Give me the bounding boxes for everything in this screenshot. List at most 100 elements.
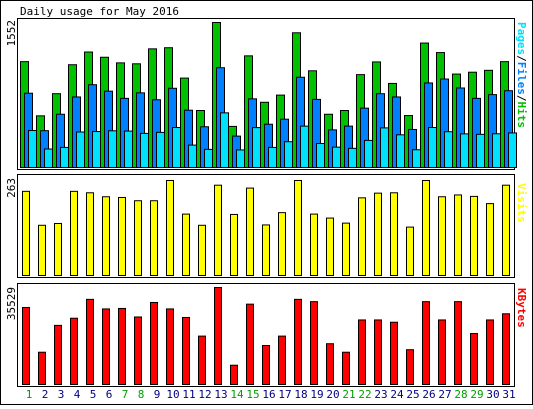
- kbytes-bar-day-20: [326, 343, 334, 386]
- pages-bar-day-4: [76, 131, 85, 168]
- legend-sep-1: /: [515, 55, 528, 62]
- x-tick-label-day-16: 16: [262, 388, 275, 401]
- x-tick-label-day-10: 10: [166, 388, 179, 401]
- pages-bar-day-11: [188, 144, 197, 168]
- x-tick-label-day-20: 20: [326, 388, 339, 401]
- chart-bars: [20, 22, 517, 386]
- visits-bar-day-1: [22, 190, 30, 276]
- visits-bar-day-26: [422, 180, 430, 276]
- kbytes-bar-day-5: [86, 298, 94, 385]
- x-tick-label-day-13: 13: [214, 388, 227, 401]
- visits-bar-day-4: [70, 190, 78, 276]
- chart-title: Daily usage for May 2016: [20, 5, 179, 18]
- visits-bar-day-6: [102, 196, 110, 276]
- legend-pages: Pages: [515, 22, 528, 55]
- x-tick-label-day-2: 2: [42, 388, 49, 401]
- kbytes-max-label: 35529: [5, 287, 18, 320]
- x-tick-label-day-8: 8: [138, 388, 145, 401]
- pages-bar-day-27: [444, 131, 453, 168]
- visits-bar-day-29: [470, 195, 478, 276]
- pages-bar-day-9: [156, 131, 165, 169]
- x-tick-label-day-4: 4: [74, 388, 81, 401]
- visits-bar-day-19: [310, 213, 318, 276]
- kbytes-bar-day-28: [454, 301, 462, 385]
- kbytes-bar-day-10: [166, 308, 174, 386]
- x-tick-label-day-25: 25: [406, 388, 419, 401]
- pages-bar-day-5: [92, 131, 101, 169]
- x-tick-label-day-23: 23: [374, 388, 387, 401]
- pages-bar-day-24: [396, 134, 405, 169]
- legend-hits: Hits: [515, 102, 528, 129]
- kbytes-bar-day-6: [102, 308, 110, 386]
- pages-bar-day-22: [364, 139, 373, 169]
- kbytes-bar-day-23: [374, 319, 382, 386]
- visits-bar-day-8: [134, 200, 142, 276]
- visits-bar-day-10: [166, 180, 174, 276]
- visits-bar-day-30: [486, 203, 494, 276]
- kbytes-bar-day-16: [262, 345, 270, 386]
- x-axis-day-labels: 1 2 3 4 5 6 7 8 9 10 11 12 13 14 15 16 17 18 19 20 21 22 23 24 2…: [26, 388, 516, 401]
- x-tick-label-day-3: 3: [58, 388, 65, 401]
- kbytes-bar-day-14: [230, 364, 238, 385]
- kbytes-bar-day-17: [278, 335, 286, 385]
- kbytes-bar-day-29: [470, 333, 478, 386]
- kbytes-bar-day-3: [54, 324, 62, 385]
- visits-bar-day-18: [294, 180, 302, 276]
- visits-bar-day-21: [342, 222, 350, 277]
- visits-bar-day-15: [246, 187, 254, 277]
- visits-bar-day-16: [262, 224, 270, 276]
- x-tick-label-day-19: 19: [310, 388, 323, 401]
- kbytes-bar-day-22: [358, 319, 366, 386]
- pages-bar-day-14: [236, 149, 245, 168]
- kbytes-legend: KBytes: [515, 288, 528, 328]
- hits-legend: Pages/Files/Hits: [515, 22, 528, 128]
- kbytes-bar-day-4: [70, 317, 78, 385]
- pages-bar-day-31: [508, 132, 517, 168]
- visits-bar-day-24: [390, 192, 398, 276]
- x-tick-label-day-17: 17: [278, 388, 291, 401]
- pages-bar-day-10: [172, 127, 181, 168]
- pages-bar-day-18: [300, 125, 309, 168]
- x-tick-label-day-9: 9: [154, 388, 161, 401]
- legend-files: Files: [515, 62, 528, 95]
- kbytes-bar-day-27: [438, 319, 446, 386]
- kbytes-bar-day-2: [38, 351, 46, 385]
- visits-bar-day-28: [454, 194, 462, 276]
- pages-bar-day-8: [140, 132, 149, 168]
- pages-bar-day-20: [332, 146, 341, 169]
- kbytes-bar-day-13: [214, 287, 222, 385]
- kbytes-bar-day-1: [22, 306, 30, 386]
- pages-bar-day-3: [60, 146, 69, 168]
- x-tick-label-day-28: 28: [454, 388, 467, 401]
- visits-bar-day-23: [374, 192, 382, 276]
- visits-bar-day-25: [406, 226, 414, 276]
- pages-bar-day-1: [28, 130, 37, 168]
- x-tick-label-day-14: 14: [230, 388, 244, 401]
- visits-max-label: 263: [5, 178, 18, 198]
- pages-bar-day-6: [108, 130, 117, 169]
- visits-bar-day-31: [502, 184, 510, 276]
- visits-bar-day-22: [358, 197, 366, 277]
- x-tick-label-day-11: 11: [182, 388, 195, 401]
- x-tick-label-day-30: 30: [486, 388, 499, 401]
- visits-bar-day-7: [118, 196, 126, 276]
- x-tick-label-day-5: 5: [90, 388, 97, 401]
- pages-bar-day-17: [284, 141, 293, 168]
- kbytes-bar-day-18: [294, 298, 302, 385]
- kbytes-bar-day-31: [502, 313, 510, 385]
- kbytes-bar-day-25: [406, 349, 414, 386]
- visits-bar-day-13: [214, 184, 222, 276]
- visits-bar-day-11: [182, 213, 190, 276]
- pages-bar-day-28: [460, 133, 469, 169]
- kbytes-bar-day-12: [198, 335, 206, 385]
- visits-bar-day-5: [86, 192, 94, 276]
- kbytes-bar-day-24: [390, 321, 398, 385]
- visits-bar-day-9: [150, 200, 158, 276]
- x-tick-label-day-24: 24: [390, 388, 404, 401]
- pages-bar-day-7: [124, 130, 133, 168]
- x-tick-label-day-27: 27: [438, 388, 451, 401]
- legend-sep-2: /: [515, 95, 528, 102]
- pages-bar-day-13: [220, 112, 229, 169]
- x-tick-label-day-26: 26: [422, 388, 435, 401]
